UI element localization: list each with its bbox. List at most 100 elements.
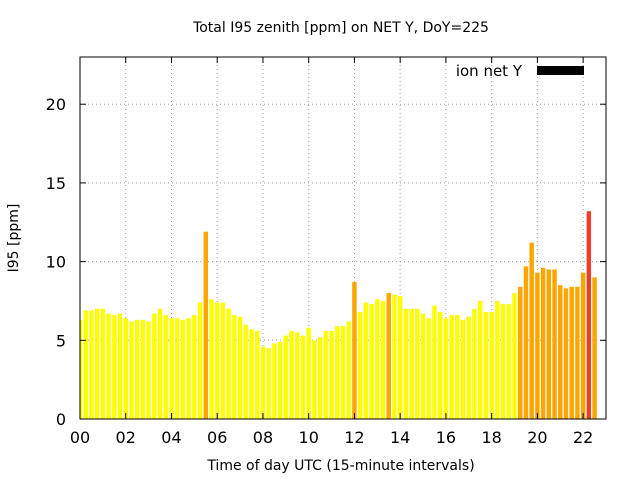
y-tick-label: 20	[46, 95, 66, 114]
bar	[94, 308, 100, 419]
axis-ticks: 00 02 04 06 08 10 12 14 16 18 20 22 0 5 10 15 20	[46, 57, 606, 447]
bar	[106, 313, 111, 419]
bar	[312, 340, 317, 419]
bar	[220, 302, 226, 419]
y-tick-label: 5	[56, 331, 66, 350]
bar	[403, 308, 409, 419]
bar	[306, 327, 311, 419]
bar	[558, 285, 563, 419]
bar	[466, 316, 472, 419]
bar	[449, 315, 454, 419]
plot-frame	[79, 56, 607, 420]
bar	[420, 313, 426, 419]
y-tick-label: 15	[46, 174, 66, 193]
bar	[512, 293, 517, 419]
bar	[580, 272, 586, 419]
bar	[129, 321, 134, 419]
bar	[443, 318, 449, 419]
bar	[163, 315, 168, 419]
bar	[192, 315, 197, 419]
bar	[563, 288, 569, 419]
bar	[323, 330, 329, 419]
bar	[535, 272, 540, 419]
bar	[529, 242, 534, 419]
bar	[409, 308, 414, 419]
bar	[546, 269, 552, 419]
bar	[266, 348, 271, 419]
bar	[483, 311, 489, 419]
bar	[197, 302, 203, 419]
bar	[317, 337, 323, 419]
bar	[232, 315, 237, 419]
bar	[375, 299, 380, 419]
bar	[518, 286, 523, 419]
x-tick-label: 16	[436, 428, 456, 447]
x-tick-label: 14	[390, 428, 410, 447]
bar	[489, 311, 494, 419]
bar	[237, 316, 243, 419]
bar	[117, 313, 123, 419]
bar	[112, 315, 117, 419]
bar	[277, 341, 283, 419]
bar	[380, 300, 386, 419]
bar	[249, 329, 254, 419]
bar	[226, 308, 231, 419]
bar	[209, 299, 214, 419]
bar	[186, 318, 191, 419]
bar	[146, 321, 151, 419]
bar	[335, 326, 340, 419]
x-tick-label: 06	[207, 428, 227, 447]
bar	[455, 315, 460, 419]
bar	[477, 300, 483, 419]
bar	[540, 267, 546, 419]
bar	[415, 308, 420, 419]
bar	[123, 318, 128, 419]
x-tick-label: 12	[344, 428, 364, 447]
bar	[357, 311, 363, 419]
legend-label: ion net Y	[456, 62, 523, 80]
bar	[260, 346, 266, 419]
bar	[432, 305, 437, 419]
bar	[352, 282, 357, 419]
y-tick-label: 10	[46, 253, 66, 272]
bar	[346, 321, 351, 419]
x-tick-label: 20	[527, 428, 547, 447]
bar	[272, 343, 277, 419]
bar	[83, 310, 88, 419]
bar	[203, 231, 209, 419]
bar	[369, 304, 374, 419]
legend: ion net Y	[456, 62, 584, 80]
bars	[80, 211, 597, 419]
bar	[340, 326, 346, 419]
bar	[437, 311, 443, 419]
x-tick-label: 08	[253, 428, 273, 447]
bar	[174, 318, 180, 419]
x-tick-label: 02	[116, 428, 136, 447]
x-tick-label: 22	[573, 428, 593, 447]
y-axis-title: I95 [ppm]	[6, 204, 22, 273]
bar	[289, 330, 294, 419]
chart-title: Total I95 zenith [ppm] on NET Y, DoY=225	[192, 20, 489, 36]
bar	[592, 277, 597, 419]
bar	[397, 296, 403, 419]
bar	[586, 211, 592, 419]
bar	[300, 335, 306, 419]
y-tick-label: 0	[56, 410, 66, 429]
bar	[460, 319, 466, 419]
bar	[89, 310, 94, 419]
bar	[329, 330, 334, 419]
bar	[140, 319, 146, 419]
x-tick-label: 00	[70, 428, 90, 447]
bar	[472, 308, 477, 419]
bar	[575, 286, 580, 419]
bar	[100, 308, 106, 419]
bar	[552, 269, 557, 419]
bar	[243, 324, 249, 419]
legend-swatch	[537, 66, 584, 75]
grid	[80, 57, 606, 419]
bar	[295, 332, 300, 419]
bar	[500, 304, 506, 419]
x-tick-label: 04	[161, 428, 181, 447]
bar	[506, 304, 512, 419]
bar	[523, 266, 529, 419]
